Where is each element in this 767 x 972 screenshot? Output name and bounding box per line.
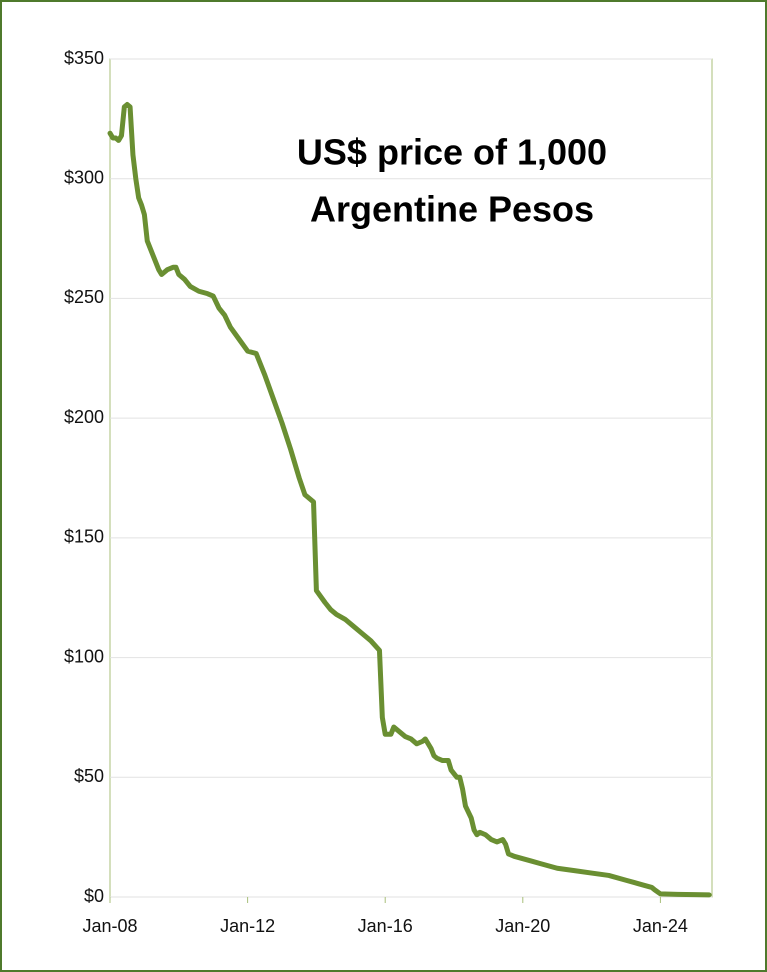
line: [107, 101, 712, 898]
y-tick-label: $200: [64, 407, 104, 427]
x-tick-label: Jan-24: [633, 916, 688, 936]
x-tick-label: Jan-12: [220, 916, 275, 936]
y-tick-label: $350: [64, 48, 104, 68]
chart-title: US$ price of 1,000: [297, 132, 607, 173]
chart-title: Argentine Pesos: [310, 189, 594, 230]
y-tick-label: $250: [64, 287, 104, 307]
y-tick-label: $300: [64, 167, 104, 187]
x-tick-label: Jan-16: [358, 916, 413, 936]
x-tick-label: Jan-20: [495, 916, 550, 936]
y-tick-label: $0: [84, 886, 104, 906]
y-tick-label: $150: [64, 527, 104, 547]
y-tick-label: $100: [64, 646, 104, 666]
y-tick-label: $50: [74, 766, 104, 786]
x-tick-label: Jan-08: [82, 916, 137, 936]
